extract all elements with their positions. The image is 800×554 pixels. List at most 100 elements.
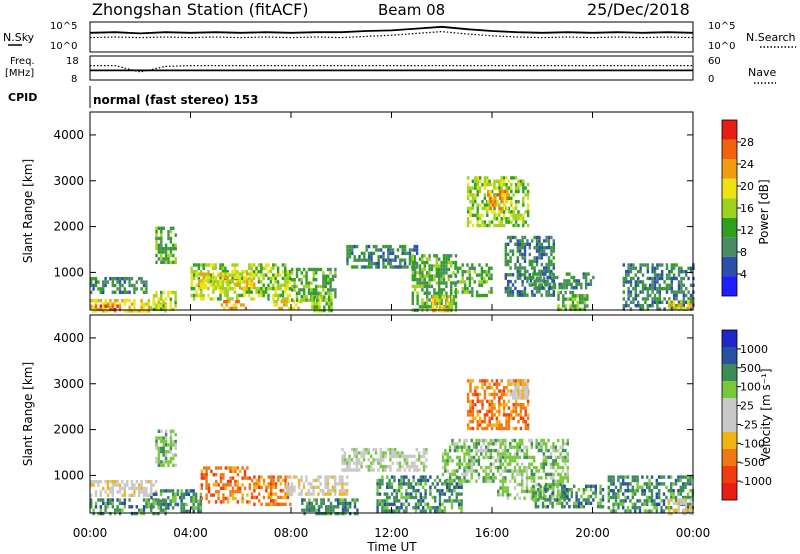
velocity-cell [554, 459, 557, 463]
power-cell [435, 274, 438, 278]
velocity-cell [422, 509, 425, 513]
velocity-cell [405, 506, 408, 510]
power-cell [514, 262, 517, 267]
velocity-cell [282, 489, 285, 493]
power-cell [276, 280, 280, 284]
power-cell [507, 293, 510, 297]
power-cell [384, 265, 388, 269]
power-cell [521, 246, 524, 250]
velocity-cell [200, 486, 203, 490]
velocity-cell [400, 502, 403, 506]
power-cell [421, 277, 424, 282]
velocity-cell [456, 445, 459, 449]
power-cell [685, 293, 688, 298]
power-cell [507, 283, 510, 287]
power-cell [192, 297, 196, 301]
velocity-cell [313, 498, 316, 502]
power-cell [447, 260, 450, 265]
velocity-cell [381, 509, 384, 513]
power-cell [320, 298, 324, 303]
velocity-cell [431, 495, 434, 500]
velocity-cell [523, 396, 527, 400]
velocity-cell [530, 486, 533, 490]
power-cell [190, 287, 193, 291]
power-cell [281, 290, 285, 294]
velocity-cell [212, 473, 215, 477]
velocity-cell [160, 460, 163, 464]
power-cell [411, 264, 414, 268]
velocity-cell [222, 476, 225, 480]
velocity-cell [509, 459, 512, 463]
power-cell [327, 274, 330, 278]
velocity-cell [455, 485, 458, 489]
power-cell [421, 281, 424, 285]
power-cell [102, 290, 105, 294]
velocity-cell [152, 499, 156, 503]
velocity-cell [355, 464, 358, 469]
velocity-cell [585, 498, 588, 502]
velocity-cell [499, 445, 502, 449]
power-cell [312, 298, 315, 302]
velocity-cell [434, 509, 437, 513]
velocity-cell [444, 462, 447, 466]
velocity-cell [612, 475, 615, 479]
velocity-cell [422, 447, 426, 452]
power-cell [423, 277, 426, 282]
power-cell [94, 302, 98, 306]
power-cell [639, 266, 642, 270]
power-cell [445, 264, 448, 268]
power-cell [509, 259, 512, 263]
velocity-cell [142, 505, 146, 509]
power-colorbar-label: Power [dB] [757, 179, 771, 244]
power-cell [622, 263, 625, 267]
velocity-cell [514, 382, 518, 386]
velocity-cell [327, 511, 330, 516]
velocity-cell [677, 478, 680, 483]
power-cell [668, 287, 671, 291]
velocity-cell [566, 479, 569, 483]
velocity-cell [197, 509, 200, 513]
velocity-cell [463, 465, 466, 470]
power-cell [448, 302, 451, 306]
power-cell [512, 210, 515, 214]
power-cell [490, 287, 493, 291]
velocity-cell [293, 485, 296, 489]
power-cell [541, 272, 545, 276]
power-cell [426, 291, 429, 295]
power-cell [200, 297, 203, 301]
velocity-cell [565, 501, 569, 505]
velocity-cell [365, 447, 368, 452]
power-cell [511, 290, 515, 294]
power-cell [421, 274, 424, 278]
power-cell [529, 279, 533, 283]
power-cell [503, 189, 507, 194]
velocity-cell [496, 452, 500, 456]
power-cell [238, 279, 242, 283]
velocity-cell [496, 459, 500, 463]
power-cell [217, 286, 220, 290]
velocity-cell [575, 501, 578, 505]
velocity-cell [512, 409, 515, 414]
velocity-cell [356, 498, 359, 502]
power-cell [673, 290, 676, 294]
velocity-cell [498, 406, 501, 410]
power-cell [627, 270, 630, 274]
velocity-cell [142, 490, 146, 494]
power-cell [625, 270, 628, 274]
velocity-cell [436, 489, 439, 493]
velocity-cell [106, 486, 110, 491]
power-cell [506, 193, 509, 197]
velocity-cell [682, 485, 685, 489]
power-cell [538, 242, 541, 246]
power-cell [281, 263, 285, 267]
velocity-cell [130, 480, 134, 484]
velocity-cell [164, 460, 168, 464]
power-cell [300, 278, 303, 282]
power-cell [438, 274, 441, 278]
velocity-cell [510, 389, 513, 393]
velocity-cell [301, 508, 304, 512]
power-cell [228, 283, 232, 287]
power-cell [245, 270, 249, 274]
power-cell [382, 244, 385, 249]
velocity-cell [517, 413, 520, 417]
